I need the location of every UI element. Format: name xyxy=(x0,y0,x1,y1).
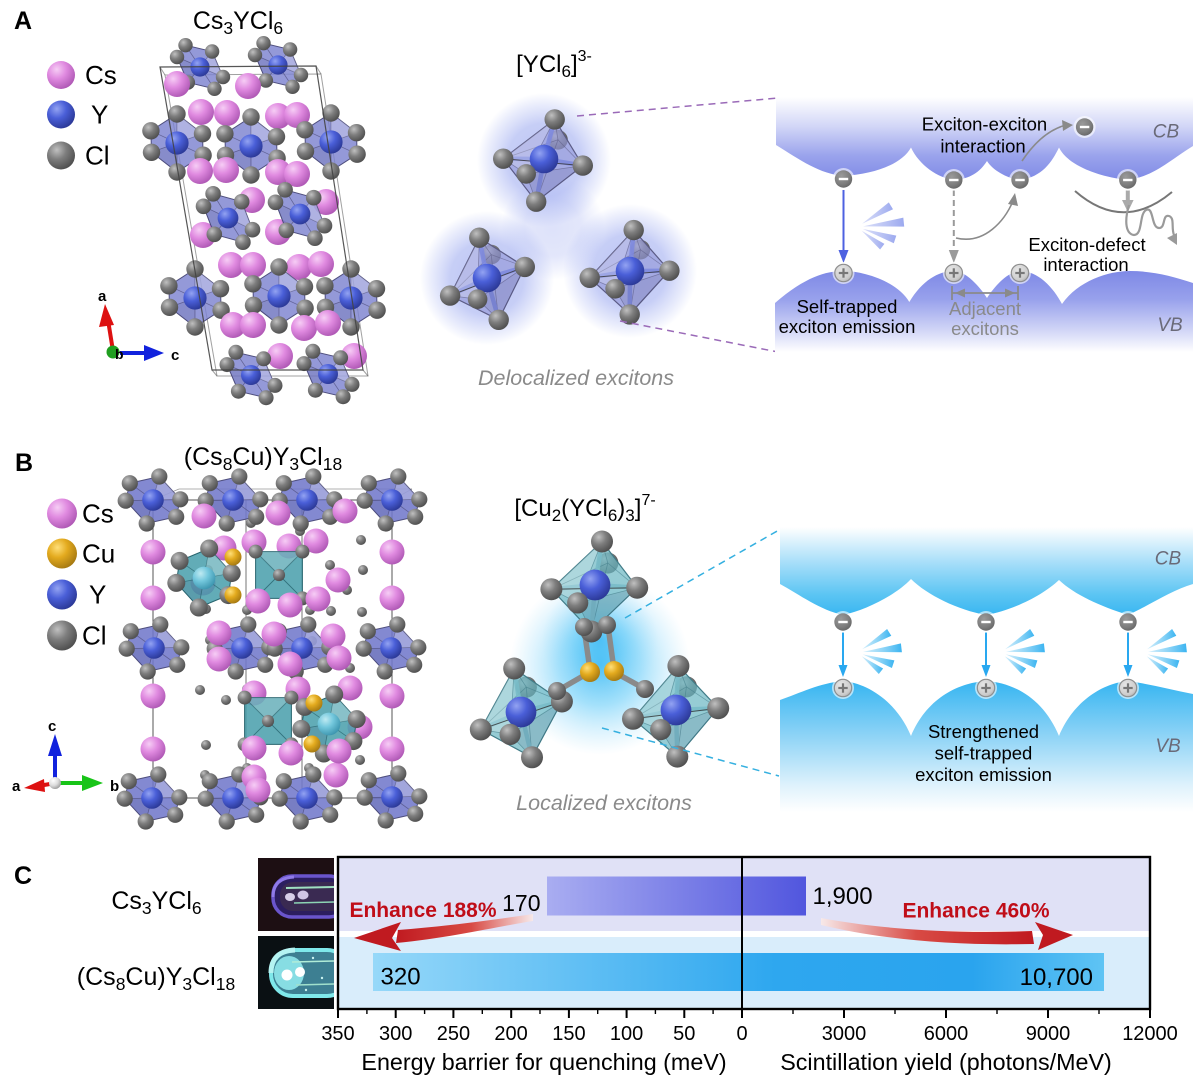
svg-text:CB: CB xyxy=(1153,122,1180,143)
svg-text:Cu: Cu xyxy=(82,539,115,569)
svg-text:excitons: excitons xyxy=(951,318,1019,339)
svg-text:self-trapped: self-trapped xyxy=(935,743,1033,764)
svg-text:Cs3YCl6: Cs3YCl6 xyxy=(111,887,201,918)
svg-text:100: 100 xyxy=(610,1023,643,1045)
svg-text:0: 0 xyxy=(736,1023,747,1045)
svg-text:Cs: Cs xyxy=(82,499,114,529)
svg-text:Enhance 188%: Enhance 188% xyxy=(349,899,496,922)
svg-text:200: 200 xyxy=(494,1023,527,1045)
svg-text:320: 320 xyxy=(381,964,421,991)
svg-text:350: 350 xyxy=(321,1023,354,1045)
svg-text:10,700: 10,700 xyxy=(1020,964,1093,991)
svg-text:Self-trapped: Self-trapped xyxy=(797,296,898,317)
svg-text:150: 150 xyxy=(552,1023,585,1045)
svg-text:[YCl6]3-: [YCl6]3- xyxy=(516,48,592,81)
svg-text:c: c xyxy=(48,718,56,735)
svg-text:exciton emission: exciton emission xyxy=(779,316,916,337)
svg-text:Cl: Cl xyxy=(82,621,107,651)
svg-text:Enhance 460%: Enhance 460% xyxy=(902,900,1049,923)
svg-text:Cl: Cl xyxy=(85,141,110,171)
svg-text:170: 170 xyxy=(502,890,540,916)
svg-text:Scintillation yield (photons/M: Scintillation yield (photons/MeV) xyxy=(780,1049,1112,1075)
svg-text:12000: 12000 xyxy=(1122,1023,1178,1045)
svg-text:b: b xyxy=(110,778,119,795)
svg-text:Exciton-defect: Exciton-defect xyxy=(1028,234,1145,255)
svg-text:c: c xyxy=(171,347,179,364)
svg-text:300: 300 xyxy=(379,1023,412,1045)
svg-text:Y: Y xyxy=(89,580,106,610)
svg-text:Cs: Cs xyxy=(85,60,117,90)
svg-text:exciton emission: exciton emission xyxy=(915,764,1052,785)
svg-text:A: A xyxy=(14,7,32,35)
svg-text:Delocalized excitons: Delocalized excitons xyxy=(478,366,674,390)
svg-text:b: b xyxy=(115,346,124,362)
svg-text:1,900: 1,900 xyxy=(813,883,873,910)
svg-text:9000: 9000 xyxy=(1026,1023,1071,1045)
svg-text:50: 50 xyxy=(673,1023,695,1045)
svg-text:interaction: interaction xyxy=(1043,254,1128,275)
svg-text:a: a xyxy=(98,288,107,305)
svg-text:Adjacent: Adjacent xyxy=(949,298,1021,319)
svg-text:Y: Y xyxy=(91,100,108,130)
svg-text:Localized excitons: Localized excitons xyxy=(516,791,692,815)
svg-text:Strengthened: Strengthened xyxy=(928,721,1039,742)
svg-text:Exciton-exciton: Exciton-exciton xyxy=(922,114,1047,135)
svg-text:250: 250 xyxy=(437,1023,470,1045)
svg-text:interaction: interaction xyxy=(940,136,1025,157)
svg-text:C: C xyxy=(14,862,32,890)
svg-text:(Cs8Cu)Y3Cl18: (Cs8Cu)Y3Cl18 xyxy=(184,443,342,474)
svg-text:CB: CB xyxy=(1155,549,1182,570)
svg-text:6000: 6000 xyxy=(924,1023,969,1045)
svg-text:[Cu2(YCl6)3]7-: [Cu2(YCl6)3]7- xyxy=(514,492,655,525)
svg-text:(Cs8Cu)Y3Cl18: (Cs8Cu)Y3Cl18 xyxy=(77,963,235,994)
svg-text:VB: VB xyxy=(1157,315,1183,336)
svg-text:a: a xyxy=(12,778,21,795)
svg-text:Cs3YCl6: Cs3YCl6 xyxy=(193,7,283,38)
svg-text:B: B xyxy=(15,449,33,477)
svg-text:3000: 3000 xyxy=(822,1023,867,1045)
svg-text:Energy barrier for quenching (: Energy barrier for quenching (meV) xyxy=(361,1049,726,1075)
svg-text:VB: VB xyxy=(1155,736,1181,757)
